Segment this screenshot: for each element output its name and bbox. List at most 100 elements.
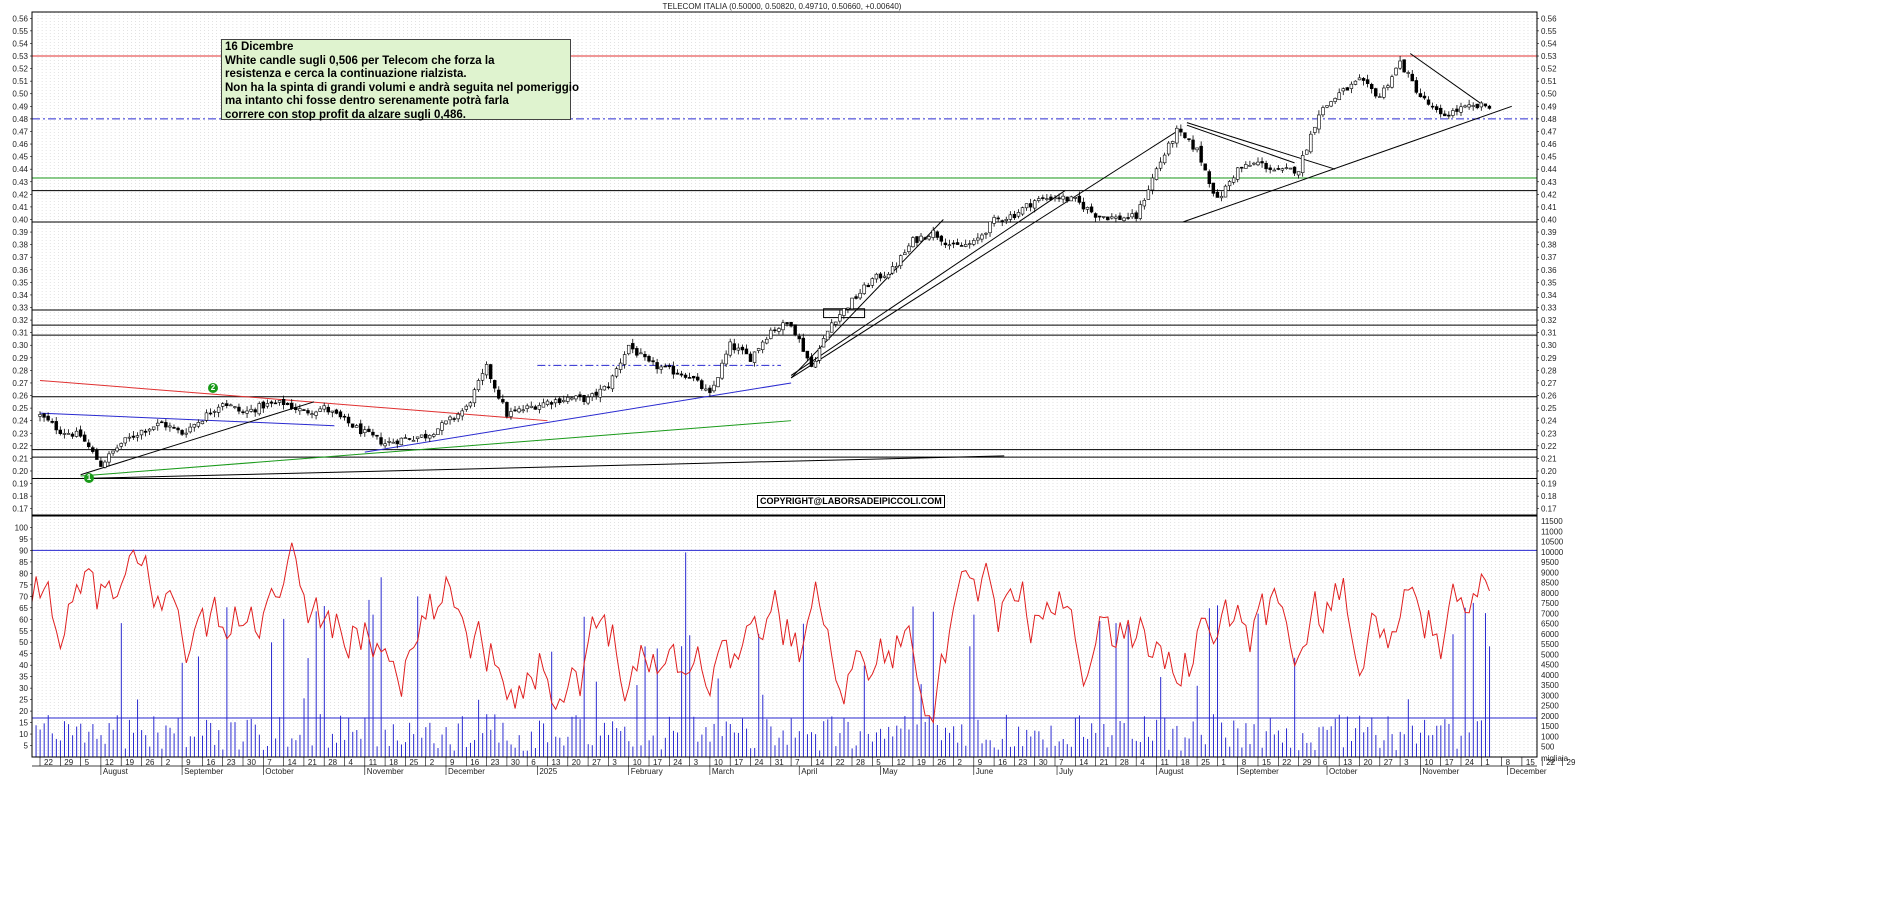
- candle-body: [716, 377, 720, 388]
- osc-tick-label: 55: [19, 627, 28, 636]
- y-tick-label: 0.49: [12, 102, 28, 111]
- candle-body: [468, 402, 473, 407]
- candle-body: [1166, 142, 1171, 155]
- candle-body: [980, 234, 984, 240]
- candle-body: [493, 380, 497, 389]
- x-tick-label: 22: [836, 758, 845, 767]
- osc-tick-label: 100: [15, 523, 29, 532]
- candle-body: [683, 374, 688, 378]
- candle-body: [123, 437, 127, 444]
- candle-body: [1240, 166, 1244, 169]
- x-tick-label: 20: [1364, 758, 1373, 767]
- candle-body: [1000, 220, 1004, 222]
- volume-tick-label: 7500: [1541, 599, 1559, 608]
- candle-body: [188, 426, 192, 433]
- x-tick-label: 10: [1424, 758, 1433, 767]
- x-tick-label: 3: [694, 758, 699, 767]
- candlestick-series: [38, 56, 1492, 469]
- candle-body: [570, 397, 574, 400]
- annotation-box: 16 Dicembre White candle sugli 0,506 per…: [221, 39, 579, 121]
- month-label: 2025: [539, 767, 557, 776]
- candle-body: [647, 355, 651, 362]
- y-tick-label-right: 0.22: [1541, 442, 1557, 451]
- candle-body: [1430, 105, 1435, 108]
- y-tick-label: 0.19: [12, 480, 28, 489]
- x-tick-label: 18: [389, 758, 398, 767]
- candle-body: [419, 434, 424, 438]
- candle-body: [1118, 215, 1122, 220]
- y-tick-label-right: 0.41: [1541, 203, 1557, 212]
- candle-body: [115, 447, 119, 452]
- trend-line: [364, 382, 792, 453]
- candle-body: [241, 411, 245, 414]
- candle-body: [1024, 203, 1029, 209]
- candle-body: [1296, 171, 1301, 176]
- candle-body: [667, 365, 672, 368]
- candle-body: [204, 412, 209, 421]
- candle-body: [460, 410, 464, 417]
- candle-body: [874, 273, 879, 280]
- volume-tick-label: 8000: [1541, 589, 1559, 598]
- candle-body: [789, 321, 793, 327]
- candle-body: [1252, 162, 1256, 165]
- volume-tick-label: 6000: [1541, 630, 1559, 639]
- candle-body: [557, 398, 562, 404]
- y-tick-label: 0.41: [12, 203, 28, 212]
- x-tick-label: 27: [1384, 758, 1393, 767]
- y-tick-label: 0.18: [12, 492, 28, 501]
- candle-body: [253, 409, 257, 413]
- candle-body: [1418, 93, 1423, 98]
- candle-body: [606, 386, 611, 389]
- y-tick-label: 0.39: [12, 228, 28, 237]
- candle-body: [1130, 213, 1134, 218]
- candle-body: [959, 245, 964, 247]
- price-panel-frame: [31, 11, 1538, 516]
- candle-body: [1260, 161, 1264, 164]
- y-tick-label: 0.52: [12, 65, 28, 74]
- x-tick-label: 19: [917, 758, 926, 767]
- candle-body: [622, 354, 627, 365]
- candle-body: [984, 232, 988, 235]
- y-tick-label: 0.51: [12, 77, 28, 86]
- candle-body: [46, 415, 50, 421]
- y-tick-label-right: 0.54: [1541, 39, 1557, 48]
- candle-body: [403, 437, 408, 439]
- candle-body: [562, 399, 566, 402]
- volume-tick-label: 9000: [1541, 568, 1559, 577]
- candle-body: [582, 395, 586, 403]
- y-tick-label-right: 0.55: [1541, 27, 1557, 36]
- candle-body: [886, 273, 891, 279]
- volume-tick-label: 5500: [1541, 640, 1559, 649]
- candle-body: [354, 425, 359, 428]
- x-tick-label: 14: [288, 758, 297, 767]
- candle-body: [322, 405, 326, 410]
- x-tick-label: 11: [369, 758, 378, 767]
- candle-body: [939, 235, 944, 242]
- y-tick-label: 0.47: [12, 127, 28, 136]
- candle-body: [1203, 163, 1207, 171]
- candle-body: [537, 405, 542, 410]
- month-label: November: [367, 767, 404, 776]
- osc-tick-label: 25: [19, 696, 28, 705]
- volume-tick-label: 4500: [1541, 661, 1559, 670]
- candle-body: [736, 347, 741, 351]
- candle-body: [1300, 155, 1305, 174]
- candle-body: [976, 237, 980, 241]
- candle-body: [119, 443, 123, 447]
- osc-tick-label: 40: [19, 661, 28, 670]
- candle-body: [691, 375, 696, 379]
- candle-body: [931, 229, 935, 238]
- candle-body: [1138, 204, 1142, 219]
- x-tick-label: 28: [856, 758, 865, 767]
- x-tick-label: 2: [958, 758, 963, 767]
- candle-body: [1471, 105, 1475, 107]
- x-tick-label: 22: [44, 758, 53, 767]
- candle-body: [497, 389, 501, 399]
- candle-body: [858, 292, 862, 299]
- candle-body: [480, 373, 485, 381]
- candle-body: [687, 377, 692, 379]
- candle-body: [1162, 154, 1167, 164]
- volume-tick-label: 10000: [1541, 548, 1564, 557]
- candle-body: [1382, 87, 1386, 98]
